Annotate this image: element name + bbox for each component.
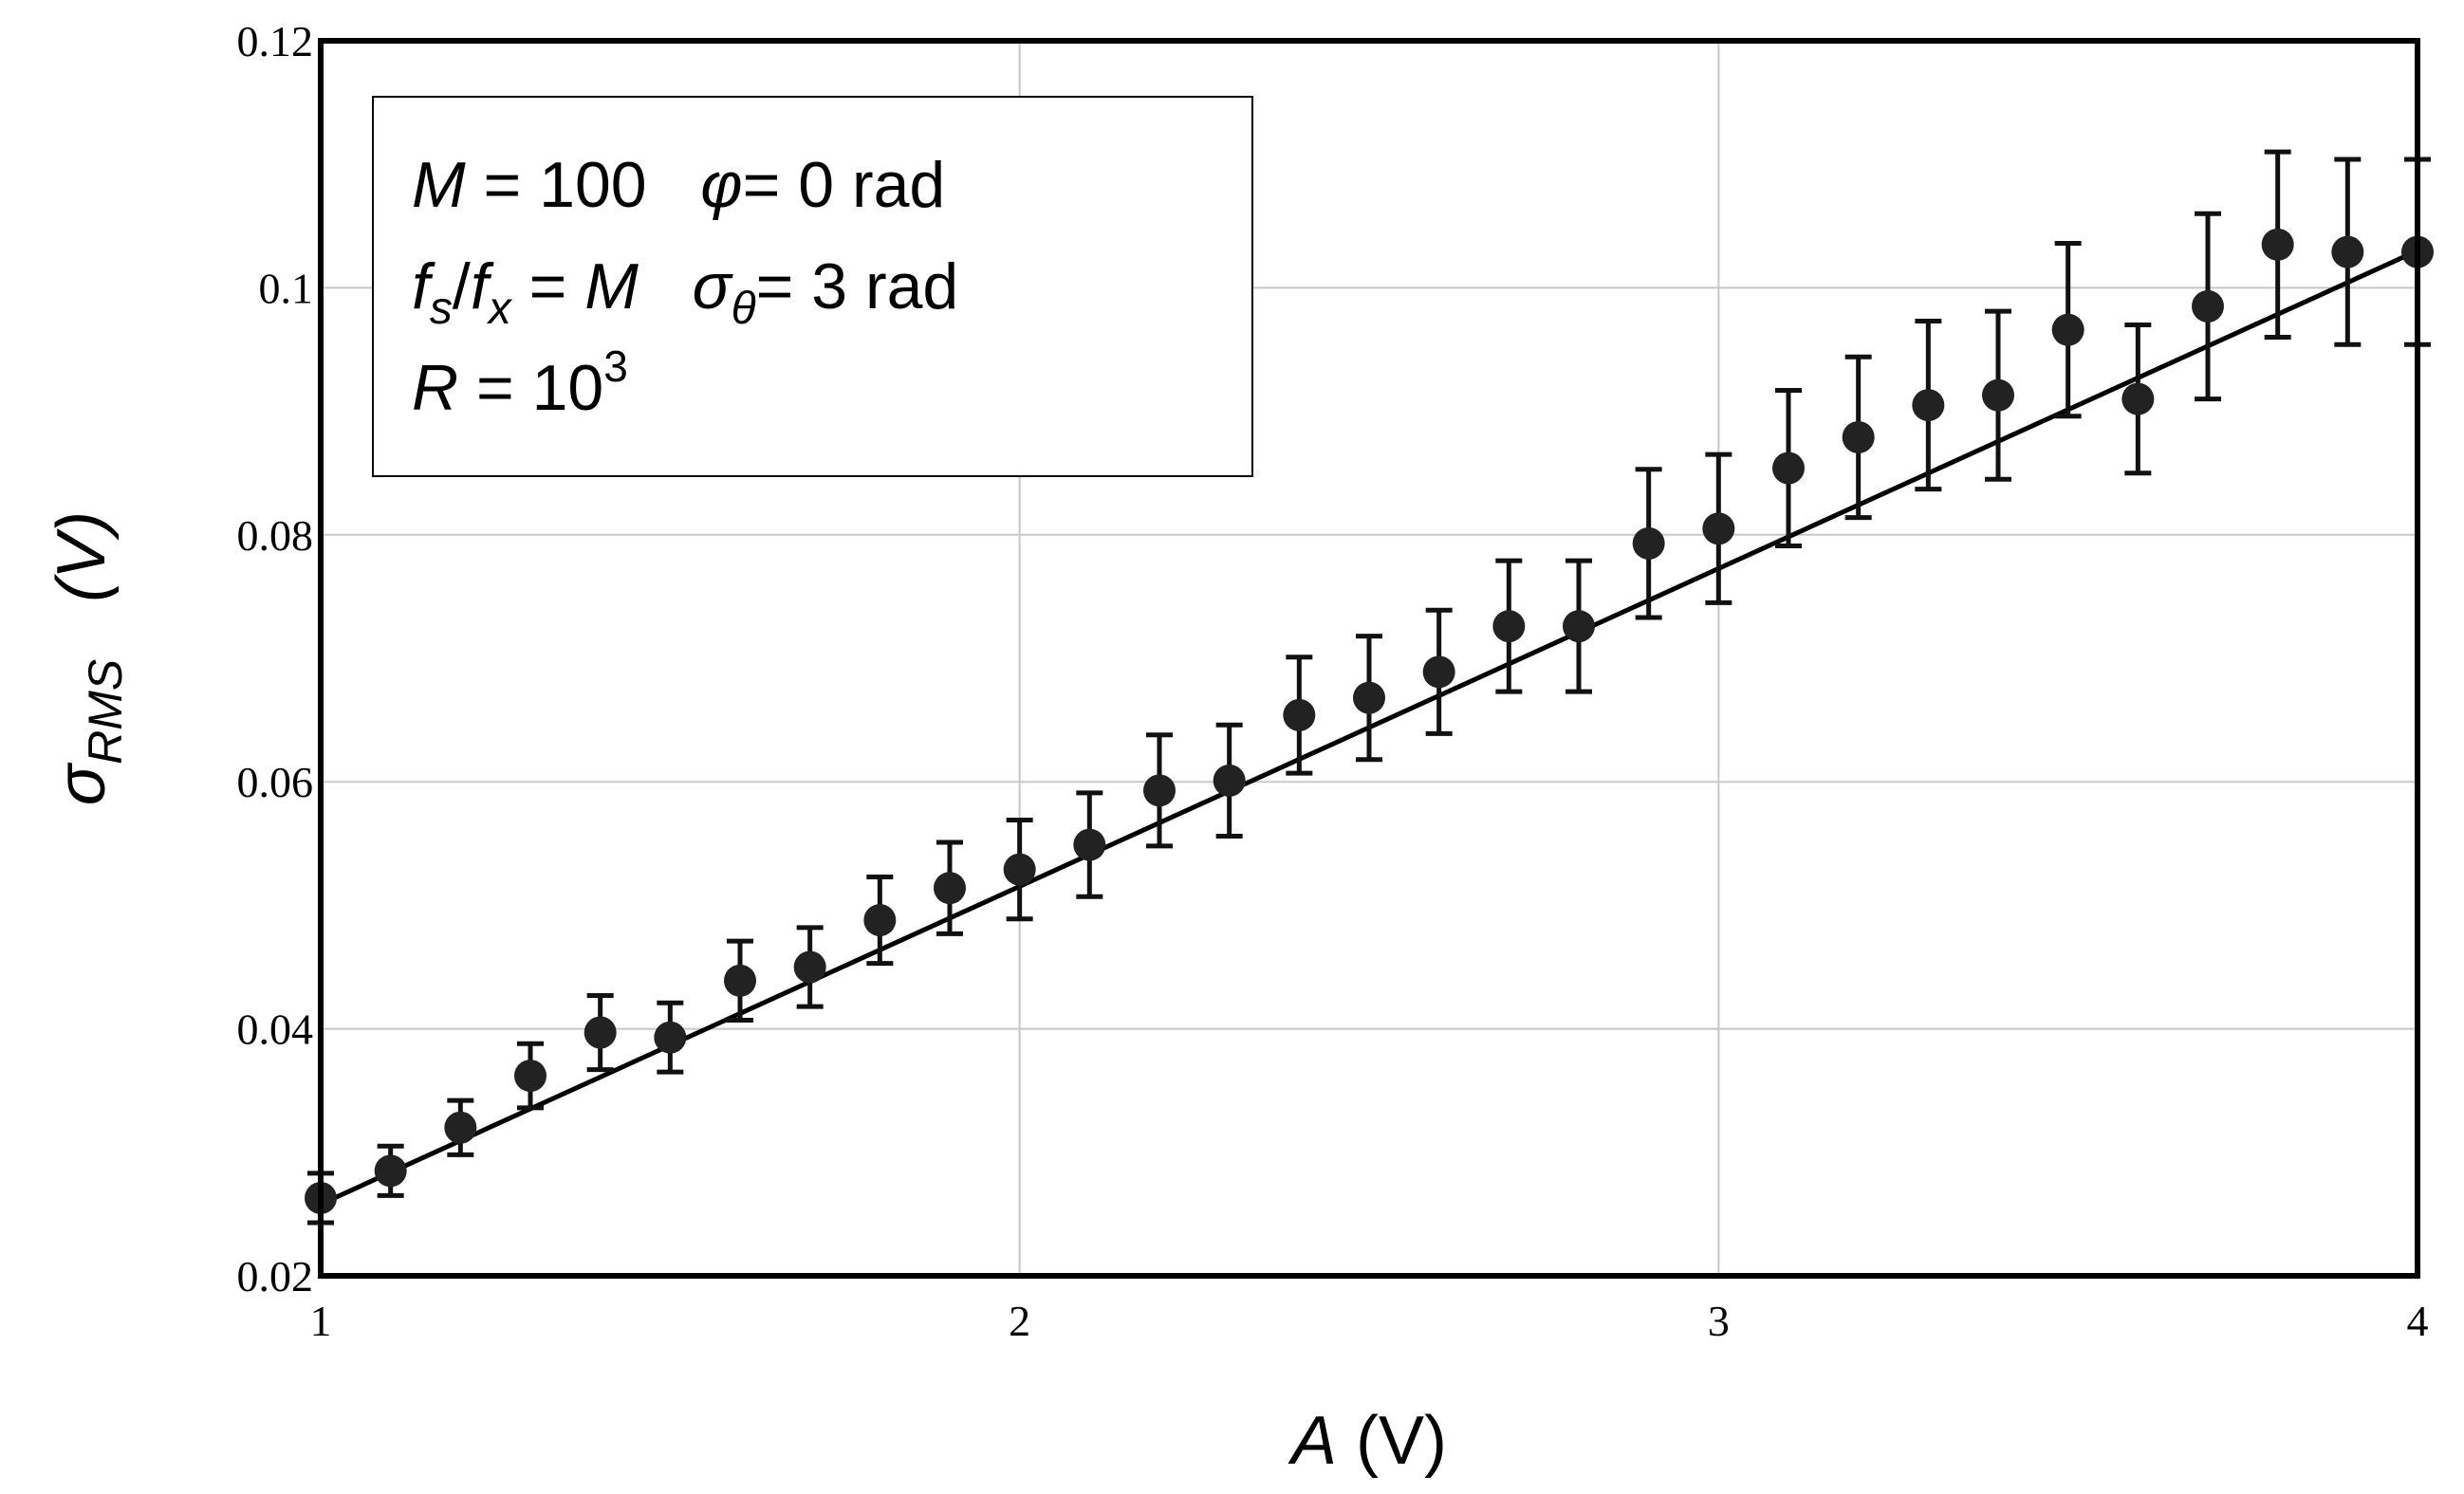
y-tick-label-4: 0.1 [259,264,314,312]
y-tick-labels: 0.02 0.04 0.06 0.08 0.1 0.12 [237,17,314,1300]
y-tick-label-3: 0.08 [237,511,314,560]
data-point-23 [1912,389,1945,422]
x-tick-label-1: 2 [1009,1297,1030,1345]
annotation-f-sub-s: s [430,284,453,334]
data-point-3 [514,1060,547,1093]
data-point-14 [1283,698,1316,731]
data-point-11 [1073,828,1106,861]
data-point-19 [1632,526,1665,560]
annotation-gap [639,250,693,323]
annotation-sigma-sub-theta: θ [732,284,756,334]
annotation-R-value: = 10 [458,352,603,424]
y-axis-subscript: RMS [79,659,132,765]
data-point-1 [374,1154,407,1188]
data-point-22 [1842,420,1875,453]
annotation-box: M = 100 φ= 0 rad fs/fx = M σθ= 3 rad R =… [372,96,1253,477]
annotation-slash: / [453,250,471,323]
data-point-21 [1772,452,1805,485]
data-point-17 [1492,610,1526,643]
data-point-18 [1563,610,1595,643]
data-point-7 [793,950,826,984]
y-axis-unit: (V) [44,511,120,602]
annotation-sigma: σ [693,250,734,323]
annotation-R-exponent: 3 [603,341,628,391]
y-axis-symbol: σ [44,762,120,805]
data-point-16 [1422,655,1455,689]
y-tick-label-0: 0.02 [237,1252,314,1300]
x-tick-label-2: 3 [1708,1297,1730,1345]
data-point-24 [1982,378,2014,412]
annotation-M-value: = 100 [466,149,701,221]
y-tick-label-2: 0.06 [237,758,314,806]
annotation-phi-value: = 0 rad [743,149,946,221]
annotation-R: R [412,352,458,424]
y-tick-label-5: 0.12 [237,17,314,65]
x-tick-labels: 1 2 3 4 [310,1297,2429,1345]
annotation-sigma-value: = 3 rad [756,250,959,323]
data-point-9 [934,872,966,905]
data-point-8 [863,904,897,937]
data-point-5 [654,1021,687,1054]
y-tick-label-1: 0.04 [237,1005,314,1054]
annotation-f-sub-x: x [487,284,513,334]
plot-frame [318,38,2420,1279]
data-point-10 [1003,853,1036,886]
data-point-29 [2331,235,2364,268]
annotation-M: M [412,149,466,221]
annotation-phi: φ [700,149,742,221]
annotation-line-3: R = 103 [412,341,628,424]
data-point-26 [2121,382,2155,415]
annotation-M2: M [584,250,639,323]
data-point-2 [444,1111,477,1144]
data-point-15 [1353,681,1385,714]
data-point-25 [2051,313,2084,346]
annotation-line-1: M = 100 φ= 0 rad [412,149,945,221]
data-point-20 [1702,512,1735,545]
data-point-27 [2192,289,2224,323]
annotation-line-2: fs/fx = M σθ= 3 rad [412,250,958,334]
x-tick-label-3: 4 [2407,1297,2429,1345]
x-axis-symbol: A [1288,1403,1337,1479]
x-axis-unit: (V) [1356,1403,1447,1479]
data-point-4 [584,1016,617,1049]
x-axis-label: A (V) [1288,1403,1447,1479]
data-point-12 [1143,774,1176,807]
x-tick-label-0: 1 [310,1297,332,1345]
data-point-6 [724,964,756,997]
annotation-frame [372,96,1253,477]
data-point-13 [1213,764,1246,797]
annotation-equals: = [511,250,585,323]
data-point-28 [2261,228,2294,261]
y-axis-label: σRMS (V) [44,511,132,806]
